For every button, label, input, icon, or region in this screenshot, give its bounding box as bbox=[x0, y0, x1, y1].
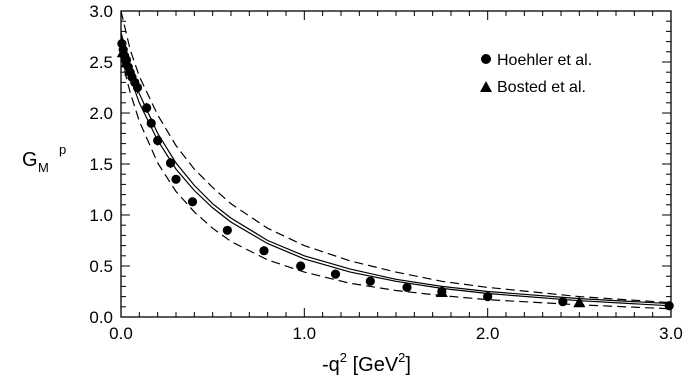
legend-label-bosted: Bosted et al. bbox=[497, 79, 586, 96]
data-point-hoehler bbox=[402, 282, 412, 293]
y-tick-label: 1.5 bbox=[89, 155, 113, 174]
data-point-hoehler bbox=[259, 246, 269, 256]
y-axis-title-main: G bbox=[22, 149, 38, 171]
solid-curve-0 bbox=[120, 32, 672, 305]
legend: Hoehler et al. Bosted et al. bbox=[480, 52, 592, 96]
data-point-bosted bbox=[573, 296, 586, 308]
data-point-hoehler bbox=[187, 197, 198, 207]
data-point-hoehler bbox=[153, 135, 163, 146]
y-axis-title: G bbox=[22, 149, 38, 171]
dashed-curve-2 bbox=[120, 10, 672, 304]
data-point-hoehler bbox=[146, 118, 156, 128]
x-tick-label: 1.0 bbox=[293, 324, 317, 343]
y-tick-label: 2.0 bbox=[89, 104, 113, 123]
y-tick-label: 3.0 bbox=[89, 2, 113, 21]
dashed-curve-3 bbox=[120, 56, 672, 310]
tick-labels: 0.0 1.0 2.0 3.0 0.0 0.5 1.0 1.5 2.0 2.5 3.0 bbox=[89, 2, 682, 343]
data-point-hoehler bbox=[132, 82, 143, 93]
legend-marker-bosted bbox=[480, 81, 492, 92]
data-point-bosted bbox=[435, 286, 448, 297]
y-axis-title-sup: p bbox=[59, 142, 66, 157]
data-point-hoehler bbox=[330, 269, 341, 279]
legend-label-hoehler: Hoehler et al. bbox=[497, 52, 592, 69]
axis-ticks bbox=[120, 10, 672, 318]
data-points bbox=[116, 35, 674, 311]
data-point-hoehler bbox=[142, 103, 152, 113]
data-point-hoehler bbox=[365, 276, 375, 286]
x-axis-title-unit-sup: 2 bbox=[398, 350, 405, 365]
y-tick-label: 1.0 bbox=[89, 206, 113, 225]
data-point-hoehler bbox=[558, 297, 568, 307]
data-point-hoehler bbox=[222, 225, 232, 235]
x-axis-title-text: -q bbox=[322, 354, 340, 376]
legend-marker-hoehler bbox=[481, 54, 491, 64]
data-point-hoehler bbox=[483, 292, 493, 302]
y-axis-title-sub: M bbox=[38, 160, 49, 175]
x-axis-title: -q2 [GeV2] bbox=[322, 350, 411, 376]
y-tick-label: 0.5 bbox=[89, 257, 113, 276]
x-tick-label: 0.0 bbox=[109, 324, 133, 343]
data-point-bosted bbox=[124, 64, 137, 76]
x-axis-title-unit-open: [GeV bbox=[347, 354, 399, 376]
x-axis-title-sup: 2 bbox=[340, 350, 347, 365]
x-axis-title-unit-close: ] bbox=[405, 354, 411, 376]
solid-curve-1 bbox=[120, 46, 672, 307]
y-tick-label: 0.0 bbox=[89, 308, 113, 327]
data-point-hoehler bbox=[171, 174, 181, 184]
y-tick-label: 2.5 bbox=[89, 53, 113, 72]
data-point-hoehler bbox=[165, 158, 176, 168]
data-point-hoehler bbox=[664, 301, 674, 311]
x-tick-label: 2.0 bbox=[476, 324, 500, 343]
data-point-hoehler bbox=[296, 261, 306, 271]
x-tick-label: 3.0 bbox=[659, 324, 683, 343]
